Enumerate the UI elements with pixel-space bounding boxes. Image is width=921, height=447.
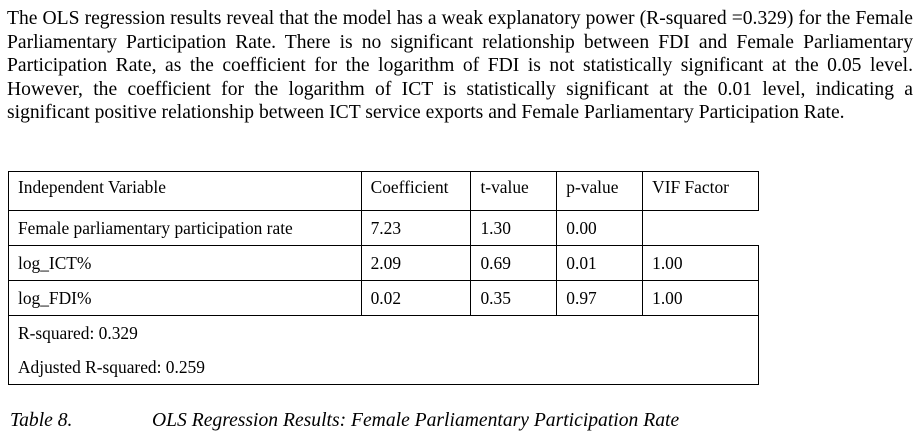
row-coefficient: 2.09 [360, 245, 472, 281]
row-t-value: 0.69 [470, 245, 558, 281]
header-p-value: p-value [556, 171, 644, 211]
row-p-value: 0.01 [556, 245, 644, 281]
header-t-value: t-value [470, 171, 558, 211]
table-caption-title: OLS Regression Results: Female Parliamen… [152, 410, 680, 431]
table-row: log_ICT% 2.09 0.69 0.01 1.00 [8, 245, 759, 281]
row-coefficient: 0.02 [360, 280, 472, 316]
row-p-value: 0.00 [556, 210, 644, 246]
header-coefficient: Coefficient [360, 171, 472, 211]
row-vif-factor: 1.00 [642, 245, 759, 281]
r-squared-row: R-squared: 0.329 [8, 315, 759, 350]
adjusted-r-squared-cell: Adjusted R-squared: 0.259 [8, 350, 759, 385]
row-coefficient: 7.23 [360, 210, 472, 246]
table-header-row: Independent Variable Coefficient t-value… [8, 171, 759, 211]
table-row: Female parliamentary participation rate … [8, 210, 759, 246]
row-p-value: 0.97 [556, 280, 644, 316]
row-vif-factor [642, 210, 759, 246]
row-t-value: 1.30 [470, 210, 558, 246]
adjusted-r-squared-row: Adjusted R-squared: 0.259 [8, 350, 759, 385]
row-variable-name: log_ICT% [8, 245, 362, 281]
header-vif-factor: VIF Factor [642, 171, 759, 211]
r-squared-cell: R-squared: 0.329 [8, 315, 759, 350]
table-caption-label: Table 8. [10, 410, 73, 431]
row-variable-name: log_FDI% [8, 280, 362, 316]
row-vif-factor: 1.00 [642, 280, 759, 316]
header-independent-variable: Independent Variable [8, 171, 362, 211]
row-t-value: 0.35 [470, 280, 558, 316]
row-variable-name: Female parliamentary participation rate [8, 210, 362, 246]
table-row: log_FDI% 0.02 0.35 0.97 1.00 [8, 280, 759, 316]
body-paragraph: The OLS regression results reveal that t… [7, 8, 913, 124]
regression-results-table: Independent Variable Coefficient t-value… [8, 171, 759, 385]
